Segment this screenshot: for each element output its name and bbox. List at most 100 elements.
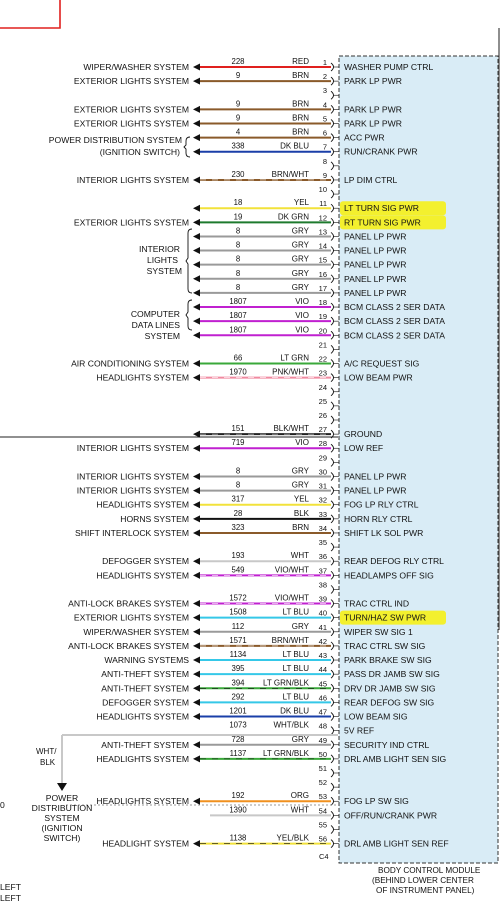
pin-number: 54	[319, 806, 327, 815]
pin-function: SECURITY IND CTRL	[344, 740, 430, 750]
pin-row-11: 11 LT TURN SIG PWR 18 YEL	[193, 198, 419, 213]
wire-color-label: GRY	[292, 481, 310, 490]
arrow-icon	[193, 529, 200, 537]
circuit-number: 549	[231, 565, 244, 574]
circuit-number: 1807	[229, 325, 246, 334]
circuit-number: 292	[231, 692, 244, 701]
wire-color-label: WHT	[291, 805, 309, 814]
pin-row-27: 27 GROUND 151 BLK/WHT	[193, 424, 382, 439]
wire-color-label: YEL	[294, 495, 310, 504]
circuit-number: 338	[231, 142, 244, 151]
circuit-number: 66	[234, 354, 243, 363]
module-caption-line-2: (BEHIND LOWER CENTER	[372, 876, 474, 885]
brace-computer-data	[185, 299, 193, 331]
pin-number: 51	[319, 764, 327, 773]
pin-function: PANEL LP PWR	[344, 288, 406, 298]
system-label: HEADLIGHTS SYSTEM	[96, 754, 189, 764]
circuit-number: 395	[231, 664, 245, 673]
wire-color-label: GRY	[292, 622, 310, 631]
group-interior-lights-line-3: SYSTEM	[147, 266, 182, 276]
arrow-icon	[193, 840, 200, 848]
circuit-number: 8	[236, 255, 240, 264]
arrow-icon	[193, 232, 200, 240]
pin-row-54: 54 OFF/RUN/CRANK PWR 1390 WHT	[210, 805, 437, 820]
wire-color-label: LT BLU	[283, 608, 310, 617]
pin-number: 43	[319, 651, 327, 660]
pin-row-18: 18 BCM CLASS 2 SER DATA 1807 VIO	[193, 297, 445, 312]
pin-row-1: 1 WASHER PUMP CTRL 228 RED WIPER/WASHER SYST…	[83, 57, 433, 72]
group-interior-lights-line-2: LIGHTS	[147, 255, 178, 265]
pin-row-13: 13 PANEL LP PWR 8 GRY	[193, 226, 406, 241]
pd-wire-label-2: BLK	[40, 758, 56, 767]
pin-row-14: 14 PANEL LP PWR 8 GRY	[193, 241, 406, 256]
wire-color-label: LT BLU	[283, 692, 310, 701]
circuit-number: 9	[236, 113, 240, 122]
circuit-number: 8	[236, 283, 240, 292]
pin-function: TURN/HAZ SW PWR	[344, 613, 426, 623]
pin-row-53: 53 FOG LP SW SIG 192 ORG HEADLIGHTS SYSTEM	[96, 791, 409, 806]
wire-color-label: GRY	[292, 283, 310, 292]
pin-number: 9	[323, 171, 327, 180]
pin-number: 31	[319, 482, 327, 491]
pin-function: ACC PWR	[344, 133, 385, 143]
arrow-icon	[193, 261, 200, 269]
pd-wire-label-1: WHT/	[36, 747, 57, 756]
pin-row-32: 32 FOG LP RLY CTRL 317 YEL HEADLIGHTS SYSTEM	[96, 495, 418, 510]
system-label: EXTERIOR LIGHTS SYSTEM	[74, 118, 189, 128]
arrow-icon	[193, 317, 200, 325]
system-label: WIPER/WASHER SYSTEM	[83, 62, 189, 72]
pin-number: 24	[319, 383, 327, 392]
arrow-icon	[193, 571, 200, 579]
arrow-icon	[193, 77, 200, 85]
pin-row-20: 20 BCM CLASS 2 SER DATA 1807 VIO	[193, 325, 445, 340]
pin-number: 5	[323, 114, 327, 123]
circuit-number: 18	[234, 198, 243, 207]
module-caption: BODY CONTROL MODULE (BEHIND LOWER CENTER…	[372, 866, 481, 895]
system-label: ANTI-THEFT SYSTEM	[101, 740, 189, 750]
group-computer-data: COMPUTER DATA LINES SYSTEM	[131, 299, 193, 341]
arrow-icon	[193, 176, 200, 184]
circuit-number: 394	[231, 678, 245, 687]
pin-row-26: 26	[319, 411, 339, 425]
wire-color-label: RED	[292, 57, 309, 66]
pin-row-33: 33 HORN RLY CTRL 28 BLK HORNS SYSTEM	[120, 509, 412, 524]
wire-color-label: GRY	[292, 269, 310, 278]
arrow-icon	[193, 614, 200, 622]
system-label: ANTI-THEFT SYSTEM	[101, 683, 189, 693]
circuit-number: 8	[236, 226, 240, 235]
system-label: AIR CONDITIONING SYSTEM	[71, 359, 189, 369]
pin-number: 39	[319, 595, 327, 604]
pin-function: SHIFT LK SOL PWR	[344, 528, 423, 538]
pin-number: 46	[319, 693, 327, 702]
wire-color-label: VIO	[295, 438, 309, 447]
pin-number: 16	[319, 270, 327, 279]
system-label: INTERIOR LIGHTS SYSTEM	[77, 471, 189, 481]
circuit-number: 4	[236, 128, 241, 137]
pin-number: 55	[319, 820, 327, 829]
arrow-icon	[193, 713, 200, 721]
system-label: WIPER/WASHER SYSTEM	[83, 627, 189, 637]
brace-interior-lights	[185, 228, 193, 294]
pin-function: BCM CLASS 2 SER DATA	[344, 316, 445, 326]
arrow-icon	[193, 119, 200, 127]
system-label: INTERIOR LIGHTS SYSTEM	[77, 486, 189, 496]
pin-row-40: 40 TURN/HAZ SW PWR 1508 LT BLU EXTERIOR LIGH…	[74, 608, 426, 623]
pin-number: 14	[319, 242, 327, 251]
pin-number: 29	[319, 453, 327, 462]
pd-text-1: POWER	[46, 793, 78, 803]
pin-number: 8	[323, 157, 327, 166]
circuit-number: 8	[236, 241, 240, 250]
wire-color-label: LT BLU	[283, 650, 310, 659]
wire-color-label: ORG	[291, 791, 309, 800]
group-computer-data-line-2: DATA LINES	[132, 320, 181, 330]
circuit-number: 228	[231, 57, 244, 66]
pin-function: DRL AMB LIGHT SEN REF	[344, 839, 449, 849]
pin-row-28: 28 LOW REF 719 VIO INTERIOR LIGHTS SYSTEM	[77, 438, 383, 453]
highlight-mark	[340, 215, 446, 230]
pin-number: 18	[319, 298, 327, 307]
circuit-number: 230	[231, 170, 245, 179]
brace-power-distribution	[183, 136, 191, 158]
pin-function: FOG LP RLY CTRL	[344, 500, 419, 510]
wire-color-label: GRY	[292, 255, 310, 264]
pin-number: 32	[319, 496, 327, 505]
